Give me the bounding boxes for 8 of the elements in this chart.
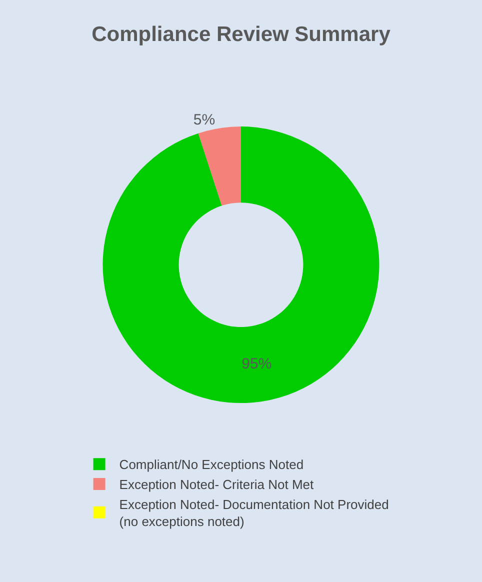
data-label: 5%	[193, 111, 216, 128]
legend-label: Exception Noted- Criteria Not Met	[119, 477, 314, 492]
legend-label: Exception Noted- Documentation Not Provided (no exceptions noted)	[119, 496, 389, 529]
donut-slice	[198, 126, 241, 206]
legend-label: Compliant/No Exceptions Noted	[119, 457, 304, 472]
data-label: 95%	[242, 355, 272, 372]
chart-title: Compliance Review Summary	[92, 22, 391, 46]
donut-slice	[102, 126, 380, 403]
